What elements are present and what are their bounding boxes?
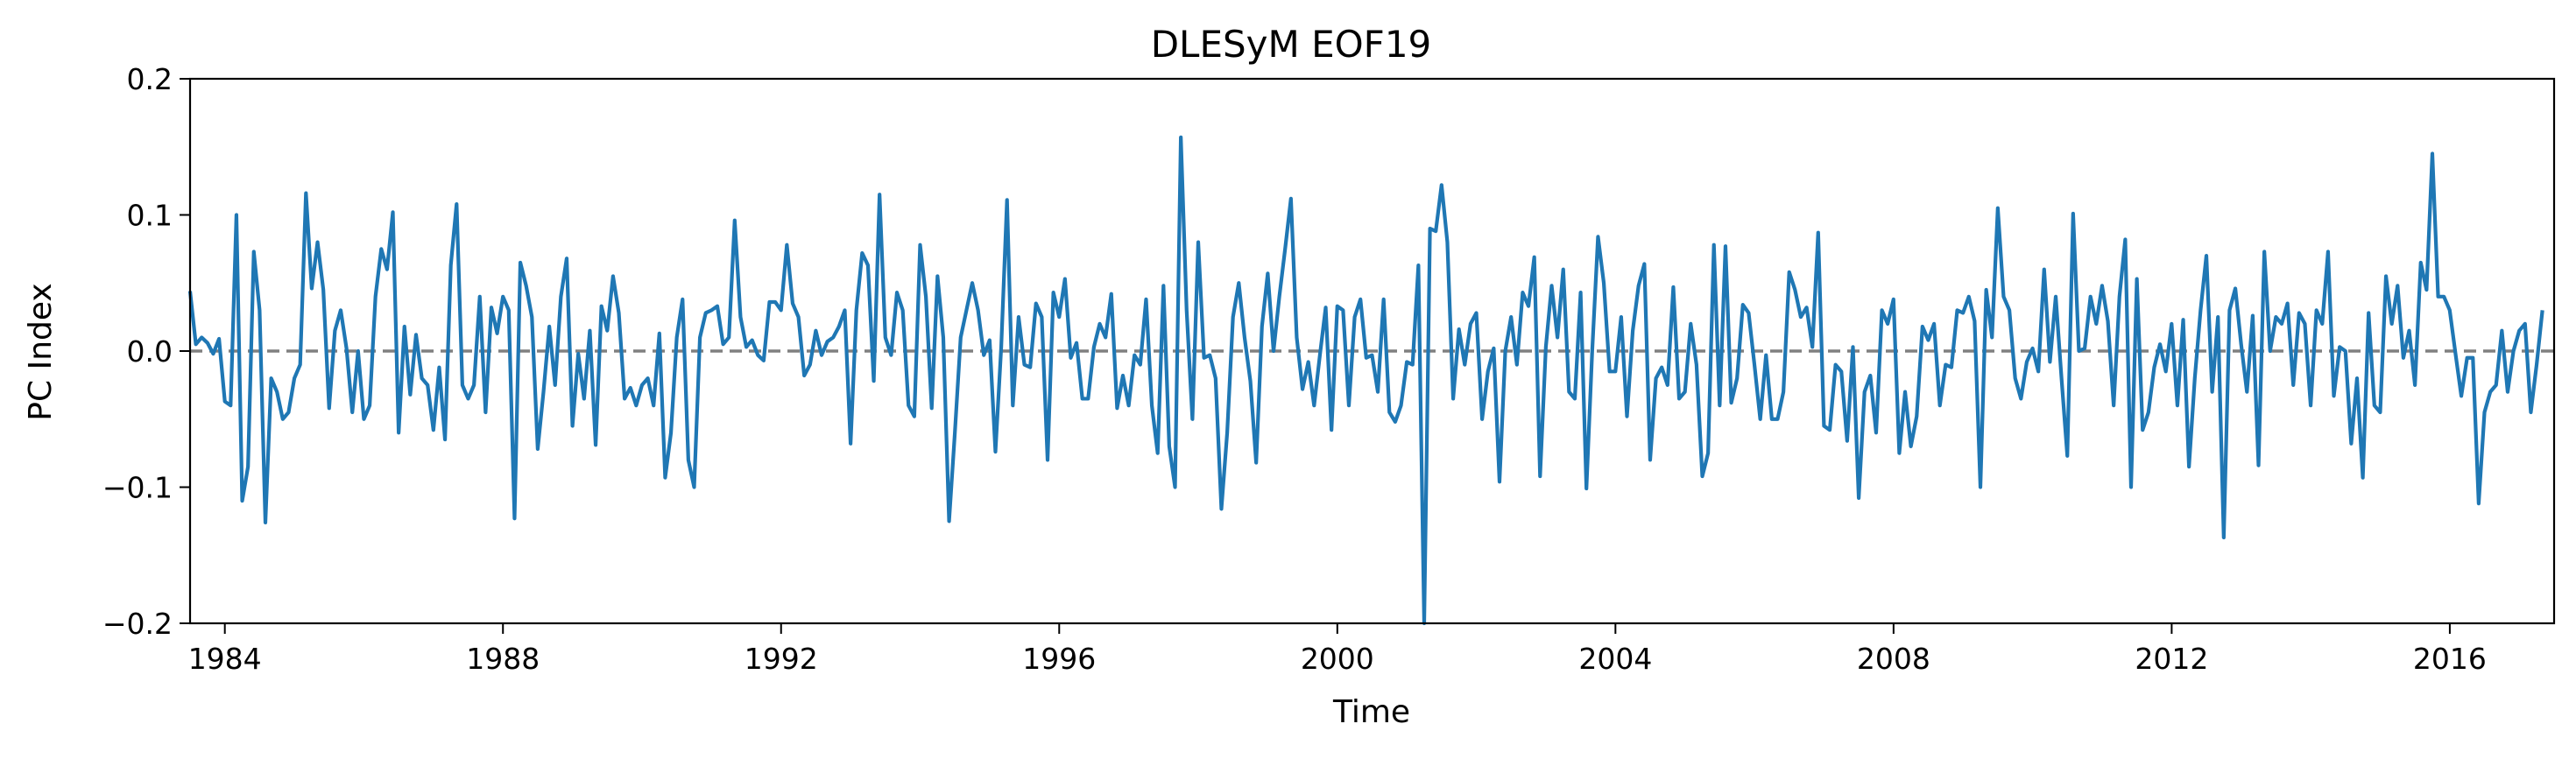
x-tick-label: 2012 [2135,642,2208,676]
x-tick-label: 1996 [1022,642,1096,676]
x-tick-label: 2004 [1578,642,1652,676]
y-tick-label: −0.2 [102,607,173,641]
y-tick-label: 0.0 [127,334,173,369]
x-tick-label: 2016 [2413,642,2487,676]
y-axis: −0.2 −0.1 0.0 0.1 0.2 [102,62,190,641]
x-tick-label: 2000 [1301,642,1374,676]
x-axis: 1984 1988 1992 1996 2000 2004 2008 2012 2016 [188,623,2487,676]
y-tick-label: 0.2 [127,62,173,96]
series-line [187,135,2544,626]
x-tick-label: 1984 [188,642,262,676]
plot-area [187,77,2556,626]
y-tick-label: −0.1 [102,471,173,505]
x-axis-label: Time [1332,694,1410,730]
x-tick-label: 1992 [745,642,818,676]
x-tick-label: 2008 [1857,642,1930,676]
x-tick-label: 1988 [466,642,540,676]
y-axis-label: PC Index [23,283,59,420]
y-tick-label: 0.1 [127,199,173,233]
chart-title: DLESyM EOF19 [1151,23,1432,66]
